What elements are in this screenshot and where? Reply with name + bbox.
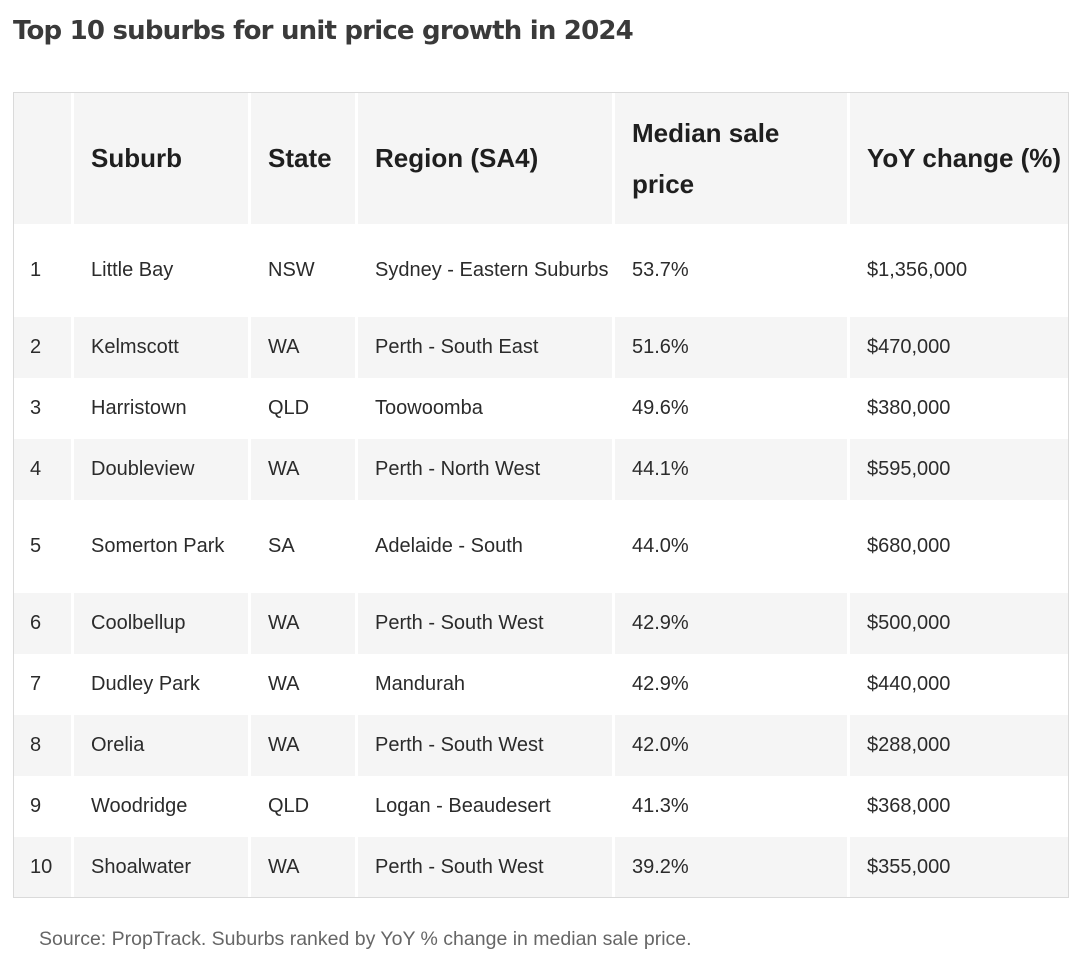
table-row: 10 Shoalwater WA Perth - South West 39.2…	[14, 837, 1068, 897]
suburbs-table-container: Suburb State Region (SA4) Median sale pr…	[13, 92, 1069, 898]
cell-rank: 6	[14, 593, 74, 654]
cell-suburb: Somerton Park	[74, 500, 251, 593]
cell-suburb: Doubleview	[74, 439, 251, 500]
cell-state: NSW	[251, 224, 358, 317]
cell-suburb: Dudley Park	[74, 654, 251, 715]
cell-median-sale-price: 44.1%	[615, 439, 850, 500]
cell-state: QLD	[251, 378, 358, 439]
cell-state: QLD	[251, 776, 358, 837]
cell-region: Perth - South West	[358, 837, 615, 897]
cell-rank: 5	[14, 500, 74, 593]
cell-median-sale-price: 49.6%	[615, 378, 850, 439]
cell-median-sale-price: 44.0%	[615, 500, 850, 593]
cell-yoy-change: $680,000	[850, 500, 1068, 593]
cell-region: Adelaide - South	[358, 500, 615, 593]
cell-yoy-change: $380,000	[850, 378, 1068, 439]
cell-state: WA	[251, 715, 358, 776]
table-row: 5 Somerton Park SA Adelaide - South 44.0…	[14, 500, 1068, 593]
table-row: 7 Dudley Park WA Mandurah 42.9% $440,000	[14, 654, 1068, 715]
cell-region: Perth - South East	[358, 317, 615, 378]
cell-region: Logan - Beaudesert	[358, 776, 615, 837]
cell-state: WA	[251, 654, 358, 715]
cell-yoy-change: $288,000	[850, 715, 1068, 776]
cell-rank: 2	[14, 317, 74, 378]
cell-median-sale-price: 39.2%	[615, 837, 850, 897]
table-row: 4 Doubleview WA Perth - North West 44.1%…	[14, 439, 1068, 500]
cell-yoy-change: $368,000	[850, 776, 1068, 837]
cell-state: SA	[251, 500, 358, 593]
cell-rank: 7	[14, 654, 74, 715]
cell-median-sale-price: 42.9%	[615, 654, 850, 715]
header-suburb: Suburb	[74, 93, 251, 224]
cell-state: WA	[251, 593, 358, 654]
cell-suburb: Harristown	[74, 378, 251, 439]
cell-yoy-change: $355,000	[850, 837, 1068, 897]
cell-yoy-change: $440,000	[850, 654, 1068, 715]
suburbs-table: Suburb State Region (SA4) Median sale pr…	[14, 93, 1068, 897]
cell-yoy-change: $470,000	[850, 317, 1068, 378]
cell-yoy-change: $595,000	[850, 439, 1068, 500]
cell-rank: 8	[14, 715, 74, 776]
header-median-sale-price: Median sale price	[615, 93, 850, 224]
cell-state: WA	[251, 439, 358, 500]
cell-region: Sydney - Eastern Suburbs	[358, 224, 615, 317]
cell-yoy-change: $1,356,000	[850, 224, 1068, 317]
cell-median-sale-price: 42.9%	[615, 593, 850, 654]
cell-yoy-change: $500,000	[850, 593, 1068, 654]
cell-rank: 1	[14, 224, 74, 317]
table-row: 2 Kelmscott WA Perth - South East 51.6% …	[14, 317, 1068, 378]
cell-region: Perth - North West	[358, 439, 615, 500]
table-row: 1 Little Bay NSW Sydney - Eastern Suburb…	[14, 224, 1068, 317]
cell-median-sale-price: 53.7%	[615, 224, 850, 317]
header-row: Suburb State Region (SA4) Median sale pr…	[14, 93, 1068, 224]
cell-suburb: Coolbellup	[74, 593, 251, 654]
table-body: 1 Little Bay NSW Sydney - Eastern Suburb…	[14, 224, 1068, 897]
header-state: State	[251, 93, 358, 224]
cell-median-sale-price: 41.3%	[615, 776, 850, 837]
table-row: 6 Coolbellup WA Perth - South West 42.9%…	[14, 593, 1068, 654]
header-yoy-change: YoY change (%)	[850, 93, 1068, 224]
cell-suburb: Woodridge	[74, 776, 251, 837]
table-header: Suburb State Region (SA4) Median sale pr…	[14, 93, 1068, 224]
cell-rank: 10	[14, 837, 74, 897]
cell-suburb: Shoalwater	[74, 837, 251, 897]
cell-suburb: Orelia	[74, 715, 251, 776]
cell-rank: 9	[14, 776, 74, 837]
cell-region: Perth - South West	[358, 715, 615, 776]
header-rank	[14, 93, 74, 224]
cell-median-sale-price: 51.6%	[615, 317, 850, 378]
cell-rank: 3	[14, 378, 74, 439]
table-row: 3 Harristown QLD Toowoomba 49.6% $380,00…	[14, 378, 1068, 439]
source-note: Source: PropTrack. Suburbs ranked by YoY…	[39, 928, 692, 950]
cell-region: Toowoomba	[358, 378, 615, 439]
cell-state: WA	[251, 317, 358, 378]
cell-suburb: Little Bay	[74, 224, 251, 317]
table-row: 9 Woodridge QLD Logan - Beaudesert 41.3%…	[14, 776, 1068, 837]
table-row: 8 Orelia WA Perth - South West 42.0% $28…	[14, 715, 1068, 776]
cell-region: Perth - South West	[358, 593, 615, 654]
page-title: Top 10 suburbs for unit price growth in …	[13, 16, 634, 46]
cell-rank: 4	[14, 439, 74, 500]
header-region: Region (SA4)	[358, 93, 615, 224]
cell-suburb: Kelmscott	[74, 317, 251, 378]
cell-region: Mandurah	[358, 654, 615, 715]
cell-median-sale-price: 42.0%	[615, 715, 850, 776]
cell-state: WA	[251, 837, 358, 897]
